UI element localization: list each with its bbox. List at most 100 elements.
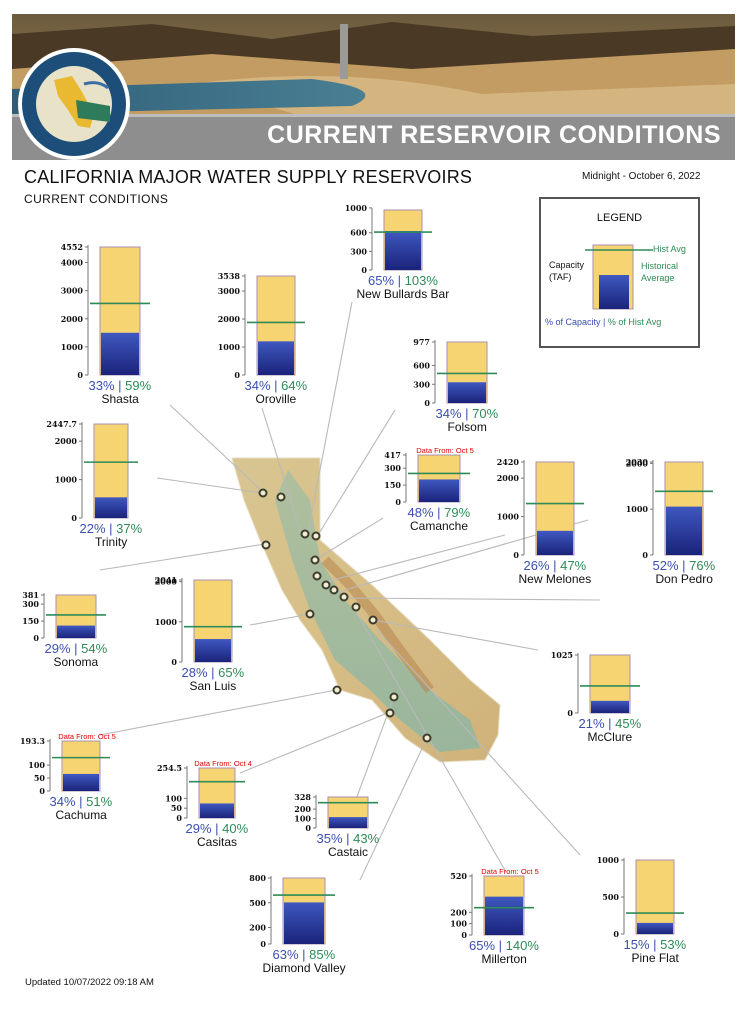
legend: LEGEND Capacity (TAF) Hist Avg Historica… [539,197,700,348]
pct-capacity: 35% [316,831,343,846]
pct-separator: | [75,794,87,809]
y-tick-label: 1000 [218,342,241,352]
data-from-note: Data From: Oct 5 [481,867,539,876]
y-tick-label: 300 [22,599,39,609]
y-tick-label: 100 [165,793,182,803]
reservoir-percentages: 28% | 65% [182,665,245,680]
pct-capacity: 65% [469,938,496,953]
y-tick-label: 977 [413,337,430,347]
reservoir-chart-trinity: 2447.7 2000 1000 0 22% | 37% Trinity [40,415,165,550]
pct-hist-avg: 54% [81,641,108,656]
y-tick-label: 2447.7 [46,419,77,429]
storage-bar [485,896,523,935]
storage-bar [448,382,486,403]
reservoir-bar-chart: 977 600 300 0 [413,337,497,408]
reservoir-name: Oroville [255,392,297,406]
reservoir-chart-new-melones: 2420 2000 1000 0 26% | 47% New Melones [480,452,600,590]
pct-hist-avg: 85% [309,947,336,962]
pct-hist-avg: 65% [218,665,245,680]
reservoir-name: Folsom [447,420,487,434]
legend-capacity-label: Capacity (TAF) [549,260,585,282]
storage-bar [419,479,459,502]
y-tick-label: 0 [567,708,573,718]
y-tick-label: 3538 [218,271,241,281]
storage-bar [637,922,673,934]
pct-separator: | [604,716,616,731]
reservoir-chart-castaic: 328 200 100 0 35% | 43% Castaic [280,785,390,865]
storage-bar [101,332,139,375]
y-tick-label: 1000 [626,504,649,514]
pct-separator: | [678,558,690,573]
pct-capacity: 29% [185,821,212,836]
y-tick-label: 600 [413,361,430,371]
pct-hist-avg: 70% [472,406,499,421]
reservoir-percentages: 52% | 76% [653,558,716,573]
storage-bar [195,639,231,662]
storage-bar [57,625,95,638]
reservoir-name: Trinity [95,535,128,549]
y-tick-label: 4000 [61,258,84,268]
updated-timestamp: Updated 10/07/2022 09:18 AM [25,977,154,988]
storage-bar [95,497,127,518]
y-tick-label: 3000 [61,286,84,296]
y-tick-label: 193.3 [20,736,45,746]
reservoir-name: Don Pedro [655,572,713,586]
reservoir-name: San Luis [189,679,237,693]
pct-hist-avg: 53% [660,937,687,952]
reservoir-name: Camanche [410,519,469,533]
y-tick-label: 0 [39,786,45,796]
y-tick-label: 500 [602,892,619,902]
reservoir-percentages: 33% | 59% [89,378,152,393]
pct-capacity: 34% [435,406,462,421]
reservoir-name: Sonoma [53,655,99,669]
pct-capacity: 63% [272,947,299,962]
reservoir-chart-casitas: 254.5 100 50 0 Data From: Oct 4 29% | 40% Casi… [155,755,270,855]
y-tick-label: 2000 [55,436,78,446]
sierra-range [321,556,434,693]
pct-capacity: 21% [578,716,605,731]
pct-hist-avg: 59% [125,378,152,393]
y-tick-label: 0 [613,929,619,939]
reservoir-bar-chart: 1025 0 [551,650,640,718]
y-tick-label: 0 [71,513,77,523]
pct-capacity: 48% [407,505,434,520]
banner-photo [12,14,735,160]
reservoir-bar-chart: 800 500 200 0 [249,873,335,949]
data-from-note: Data From: Oct 5 [58,732,116,741]
reservoir-percentages: 22% | 37% [80,521,143,536]
pct-separator: | [394,273,405,288]
y-tick-label: 100 [450,919,467,929]
storage-bar [63,773,99,791]
pct-separator: | [114,378,126,393]
y-tick-label: 2000 [626,458,649,468]
reservoir-percentages: 63% | 85% [273,947,336,962]
reservoir-bar-chart: 417 300 150 0 Data From: Oct 5 [384,446,473,507]
y-tick-label: 3000 [218,286,241,296]
y-tick-label: 0 [176,813,182,823]
storage-bar [537,530,573,555]
reservoir-percentages: 48% | 79% [408,505,471,520]
central-valley [275,470,480,752]
leader-lines [99,301,601,881]
pct-capacity: 52% [652,558,679,573]
y-tick-label: 4552 [61,242,83,252]
reservoir-name: Pine Flat [631,951,679,965]
y-tick-label: 0 [305,823,311,833]
reservoir-chart-pine-flat: 1000 500 0 15% | 53% Pine Flat [590,850,710,970]
reservoir-chart-san-luis: 2041 2000 1000 0 28% | 65% San Luis [140,570,270,695]
y-tick-label: 1000 [61,342,84,352]
page-subtitle: CURRENT CONDITIONS [24,192,169,206]
reservoir-bar-chart: 1000 600 300 0 [345,203,432,275]
y-tick-label: 0 [33,633,39,643]
pct-hist-avg: 40% [222,821,249,836]
storage-bar [385,230,421,270]
pct-capacity: 15% [623,937,650,952]
y-tick-label: 0 [424,398,430,408]
pct-separator: | [298,947,310,962]
capacity-bar [635,859,675,935]
reservoir-chart-millerton: 520 200 100 0 Data From: Oct 5 65% | 140% Mill… [430,865,560,970]
reservoir-chart-don-pedro: 2030 2000 1000 0 52% | 76% Don Pedro [618,452,728,590]
y-tick-label: 2000 [497,473,520,483]
y-tick-label: 520 [450,871,467,881]
